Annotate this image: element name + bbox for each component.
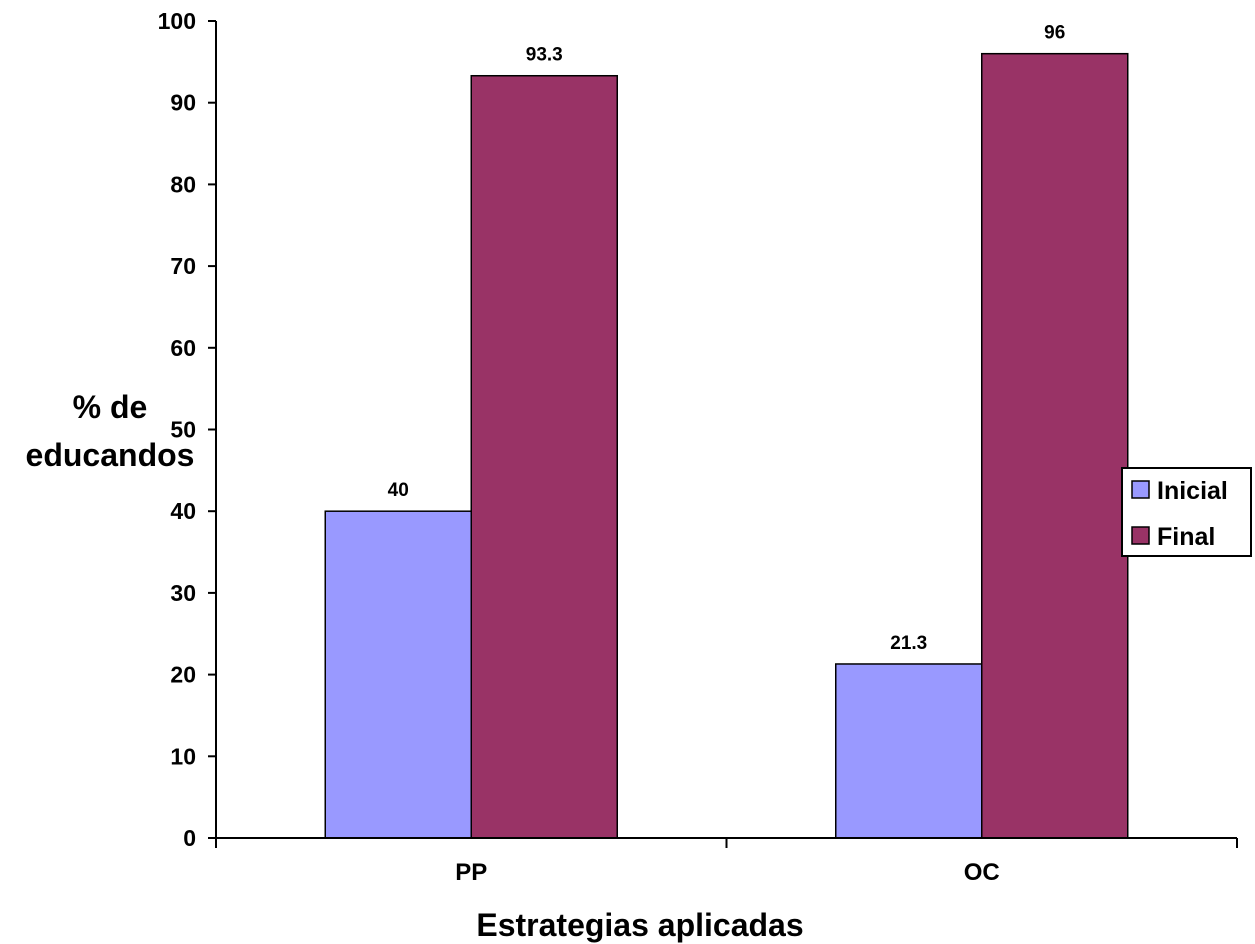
bar-inicial-oc <box>835 663 983 839</box>
legend-label-inicial: Inicial <box>1157 477 1228 505</box>
y-tick-label-30: 30 <box>170 580 196 606</box>
category-labels: PP OC <box>455 859 1000 886</box>
y-axis-ticks: 0 10 20 30 40 50 60 70 80 90 100 <box>158 8 216 851</box>
y-tick-label-70: 70 <box>170 253 196 279</box>
data-label-inicial-pp: 40 <box>388 480 409 501</box>
y-tick-label-20: 20 <box>170 662 196 688</box>
y-axis-title-line-1: % de <box>73 389 148 425</box>
legend-swatch-final <box>1131 526 1150 545</box>
x-axis-ticks <box>215 838 1238 848</box>
data-label-final-pp: 93.3 <box>526 45 563 66</box>
legend-label-final: Final <box>1157 523 1215 551</box>
y-tick-label-80: 80 <box>170 171 196 197</box>
y-axis-title-line-2: educandos <box>26 437 195 473</box>
x-axis-title: Estrategias aplicadas <box>476 907 803 943</box>
data-labels: 40 93.3 21.3 96 <box>388 23 1066 654</box>
data-label-final-oc: 96 <box>1044 23 1065 44</box>
data-label-inicial-oc: 21.3 <box>890 633 927 654</box>
legend: Inicial Final <box>1121 467 1252 557</box>
y-tick-label-50: 50 <box>170 417 196 443</box>
bar-final-pp <box>470 74 618 839</box>
legend-swatch-inicial <box>1131 480 1150 499</box>
bar-final-oc <box>981 52 1129 839</box>
y-tick-label-10: 10 <box>170 743 196 769</box>
bar-inicial-pp <box>324 510 472 839</box>
category-label-oc: OC <box>964 859 1000 886</box>
y-tick-label-100: 100 <box>158 8 196 34</box>
category-label-pp: PP <box>455 859 487 886</box>
bars <box>324 52 1129 839</box>
y-tick-label-0: 0 <box>183 825 196 851</box>
y-tick-label-40: 40 <box>170 498 196 524</box>
y-tick-label-60: 60 <box>170 335 196 361</box>
y-tick-label-90: 90 <box>170 90 196 116</box>
